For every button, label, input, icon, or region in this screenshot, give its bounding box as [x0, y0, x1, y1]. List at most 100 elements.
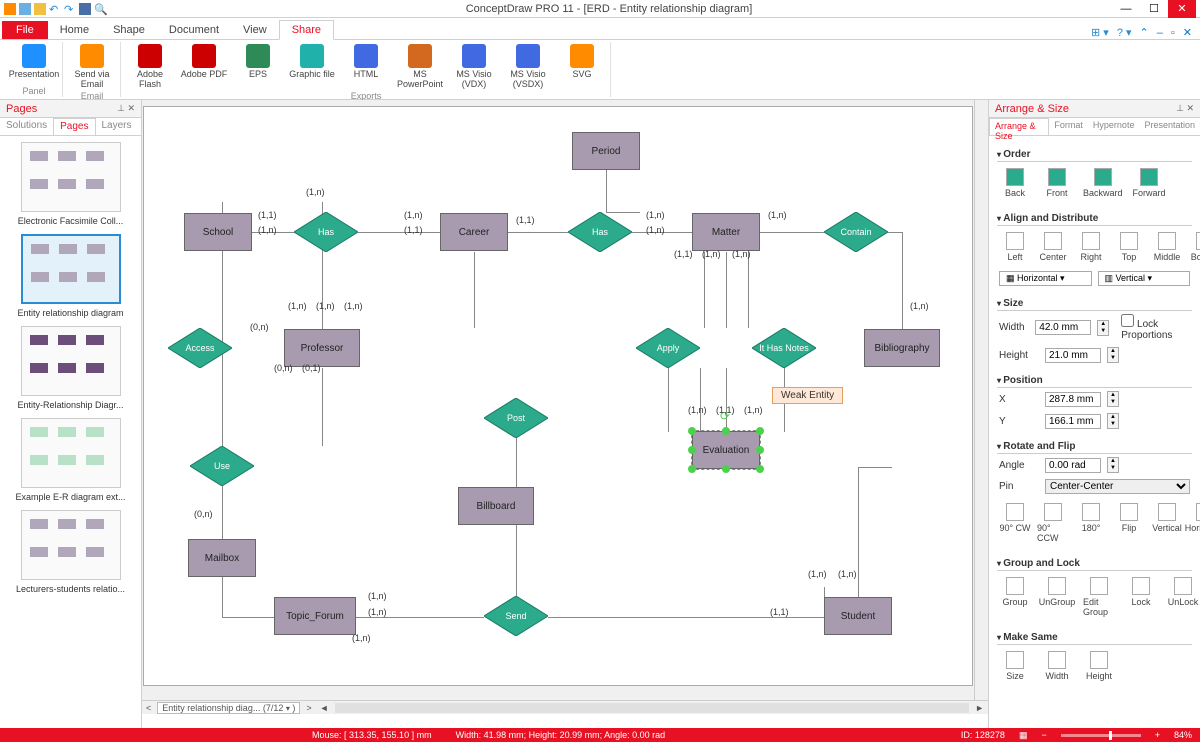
- arrange-tab-format[interactable]: Format: [1049, 118, 1088, 135]
- save-icon[interactable]: [79, 3, 91, 15]
- align-row-top[interactable]: Top: [1113, 232, 1145, 262]
- lock-proportions[interactable]: Lock Proportions: [1121, 314, 1190, 341]
- relation-contain[interactable]: Contain: [824, 212, 888, 252]
- group-row-edit-group[interactable]: Edit Group: [1083, 577, 1115, 617]
- width-spinner[interactable]: ▲▼: [1097, 320, 1109, 336]
- page-thumb[interactable]: Entity-Relationship Diagr...: [6, 326, 135, 410]
- section-align[interactable]: Align and Distribute: [997, 210, 1192, 226]
- selection-handle[interactable]: [722, 465, 730, 473]
- rotate-row-90-ccw[interactable]: 90° CCW: [1037, 503, 1069, 543]
- ribbon-adobe-flash[interactable]: Adobe Flash: [126, 44, 174, 90]
- distribute-vertical[interactable]: ▥ Vertical ▾: [1098, 271, 1191, 286]
- rotate-row-horizontal[interactable]: Horizontal: [1189, 503, 1200, 543]
- entity-school[interactable]: School: [184, 213, 252, 251]
- entity-topic-forum[interactable]: Topic_Forum: [274, 597, 356, 635]
- order-row-backward[interactable]: Backward: [1083, 168, 1123, 198]
- status-grid-icon[interactable]: ▦: [1019, 730, 1028, 741]
- relation-ithasnotes[interactable]: It Has Notes: [752, 328, 816, 368]
- entity-student[interactable]: Student: [824, 597, 892, 635]
- x-spinner[interactable]: ▲▼: [1107, 391, 1119, 407]
- rotate-row-vertical[interactable]: Vertical: [1151, 503, 1183, 543]
- section-rotate[interactable]: Rotate and Flip: [997, 438, 1192, 454]
- selection-handle[interactable]: [722, 427, 730, 435]
- align-row-bottom[interactable]: Bottom: [1189, 232, 1200, 262]
- file-tab[interactable]: File: [2, 21, 48, 39]
- pages-tab-pages[interactable]: Pages: [53, 118, 95, 135]
- relation-post[interactable]: Post: [484, 398, 548, 438]
- hscroll-left[interactable]: ◄: [316, 703, 333, 713]
- open-icon[interactable]: [34, 3, 46, 15]
- makesame-row-height[interactable]: Height: [1083, 651, 1115, 681]
- group-row-ungroup[interactable]: UnGroup: [1041, 577, 1073, 617]
- inner-restore-icon[interactable]: ▫: [1171, 27, 1175, 39]
- distribute-horizontal[interactable]: ▦ Horizontal ▾: [999, 271, 1092, 286]
- section-position[interactable]: Position: [997, 372, 1192, 388]
- ribbon-svg[interactable]: SVG: [558, 44, 606, 80]
- page-tab-next[interactable]: >: [302, 703, 315, 713]
- new-doc-icon[interactable]: [19, 3, 31, 15]
- entity-career[interactable]: Career: [440, 213, 508, 251]
- pages-tab-layers[interactable]: Layers: [96, 118, 138, 135]
- pin-select[interactable]: Center-Center: [1045, 479, 1190, 494]
- ribbon-ms-visio-vsdx[interactable]: MS Visio (VSDX): [504, 44, 552, 90]
- align-row-right[interactable]: Right: [1075, 232, 1107, 262]
- relation-has1[interactable]: Has: [294, 212, 358, 252]
- selection-handle[interactable]: [688, 465, 696, 473]
- inner-close-icon[interactable]: ✕: [1183, 26, 1192, 39]
- page-thumb[interactable]: Example E-R diagram ext...: [6, 418, 135, 502]
- arrange-tab-presentation[interactable]: Presentation: [1139, 118, 1200, 135]
- page-thumb[interactable]: Entity relationship diagram: [6, 234, 135, 318]
- minimize-button[interactable]: —: [1112, 0, 1140, 18]
- selection-handle[interactable]: [688, 446, 696, 454]
- makesame-row-width[interactable]: Width: [1041, 651, 1073, 681]
- entity-professor[interactable]: Professor: [284, 329, 360, 367]
- undo-icon[interactable]: ↶: [49, 3, 61, 15]
- tab-share[interactable]: Share: [279, 20, 334, 40]
- x-input[interactable]: [1045, 392, 1101, 407]
- page-tab-prev[interactable]: <: [142, 703, 155, 713]
- vertical-scrollbar[interactable]: [974, 100, 988, 700]
- ribbon-ms-visio-vdx[interactable]: MS Visio (VDX): [450, 44, 498, 90]
- align-row-center[interactable]: Center: [1037, 232, 1069, 262]
- relation-has2[interactable]: Has: [568, 212, 632, 252]
- relation-use[interactable]: Use: [190, 446, 254, 486]
- zoom-in[interactable]: +: [1155, 730, 1160, 740]
- y-spinner[interactable]: ▲▼: [1107, 413, 1119, 429]
- width-input[interactable]: [1035, 320, 1091, 335]
- entity-period[interactable]: Period: [572, 132, 640, 170]
- group-row-group[interactable]: Group: [999, 577, 1031, 617]
- ribbon-send-email[interactable]: Send via Email: [68, 44, 116, 90]
- order-row-forward[interactable]: Forward: [1133, 168, 1166, 198]
- section-makesame[interactable]: Make Same: [997, 629, 1192, 645]
- angle-spinner[interactable]: ▲▼: [1107, 457, 1119, 473]
- align-row-left[interactable]: Left: [999, 232, 1031, 262]
- relation-apply[interactable]: Apply: [636, 328, 700, 368]
- page-tab-current[interactable]: Entity relationship diag... (7/12 ▾ ): [157, 702, 300, 714]
- entity-bibliography[interactable]: Bibliography: [864, 329, 940, 367]
- selection-handle[interactable]: [756, 427, 764, 435]
- rotate-row-flip[interactable]: Flip: [1113, 503, 1145, 543]
- entity-evaluation[interactable]: Evaluation: [692, 431, 760, 469]
- entity-matter[interactable]: Matter: [692, 213, 760, 251]
- align-row-middle[interactable]: Middle: [1151, 232, 1183, 262]
- makesame-row-size[interactable]: Size: [999, 651, 1031, 681]
- pages-thumbnails[interactable]: Electronic Facsimile Coll...Entity relat…: [0, 136, 141, 728]
- ribbon-adobe-pdf[interactable]: Adobe PDF: [180, 44, 228, 80]
- zoom-slider[interactable]: [1061, 734, 1141, 737]
- canvas-viewport[interactable]: Period School Career Matter Bibliography Prof…: [142, 100, 974, 700]
- ribbon-eps[interactable]: EPS: [234, 44, 282, 80]
- arrange-pin-icon[interactable]: ⊥ ✕: [1176, 103, 1194, 114]
- section-group[interactable]: Group and Lock: [997, 555, 1192, 571]
- ribbon-presentation[interactable]: Presentation: [10, 44, 58, 80]
- rotate-row-90-cw[interactable]: 90° CW: [999, 503, 1031, 543]
- canvas-page[interactable]: Period School Career Matter Bibliography Prof…: [143, 106, 973, 686]
- height-spinner[interactable]: ▲▼: [1107, 347, 1119, 363]
- horizontal-scrollbar[interactable]: [335, 703, 970, 713]
- redo-icon[interactable]: ↷: [64, 3, 76, 15]
- page-thumb[interactable]: Electronic Facsimile Coll...: [6, 142, 135, 226]
- help-icon[interactable]: ? ▾: [1117, 26, 1132, 39]
- height-input[interactable]: [1045, 348, 1101, 363]
- close-button[interactable]: ✕: [1168, 0, 1196, 18]
- selection-handle[interactable]: [688, 427, 696, 435]
- group-row-unlock[interactable]: UnLock: [1167, 577, 1199, 617]
